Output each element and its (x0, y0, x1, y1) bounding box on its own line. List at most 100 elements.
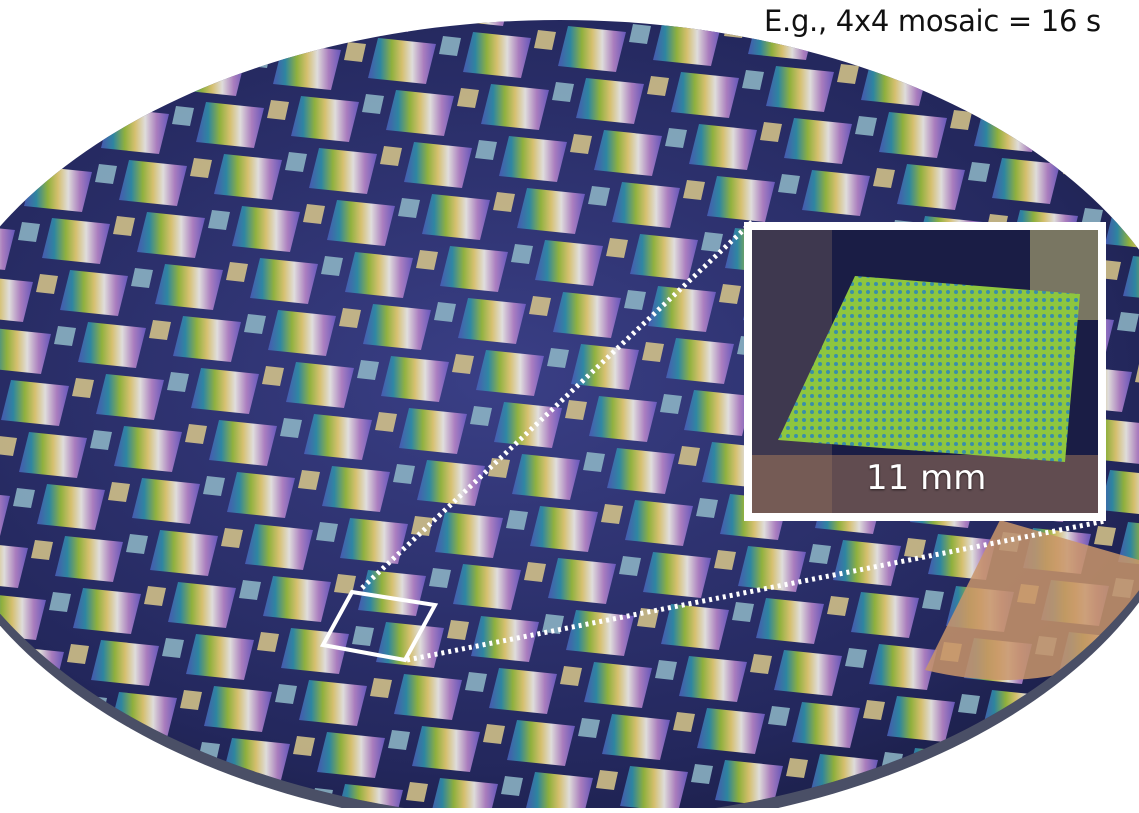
die (571, 344, 639, 390)
test-die (855, 116, 877, 136)
die (802, 170, 870, 216)
die (956, 54, 1024, 100)
die (1000, 742, 1068, 788)
test-die (226, 262, 248, 282)
die (345, 252, 413, 298)
die (612, 182, 680, 228)
test-die (873, 168, 895, 188)
die (697, 708, 765, 754)
die (625, 500, 693, 546)
test-die (416, 250, 438, 270)
die (0, 328, 51, 374)
die (661, 604, 729, 650)
die (0, 20, 38, 56)
test-die (185, 424, 207, 444)
die (255, 20, 323, 38)
test-die (380, 146, 402, 166)
die (530, 506, 598, 552)
die (78, 322, 146, 368)
test-die (267, 100, 289, 120)
die (386, 90, 454, 136)
die (607, 448, 675, 494)
test-die (583, 452, 605, 472)
test-die (665, 128, 687, 148)
die (512, 454, 580, 500)
die (1128, 20, 1139, 36)
test-die (701, 232, 723, 252)
die (50, 802, 118, 813)
test-die (126, 534, 148, 554)
die (286, 362, 354, 408)
die (101, 108, 169, 154)
test-die (560, 666, 582, 686)
test-die (976, 746, 998, 766)
die (145, 796, 213, 813)
die (566, 610, 634, 656)
test-die (465, 672, 487, 692)
test-die (180, 690, 202, 710)
die (404, 142, 472, 188)
test-die (760, 122, 782, 142)
inset-chip (778, 276, 1080, 462)
test-die (660, 394, 682, 414)
test-die (18, 222, 40, 242)
die (517, 188, 585, 234)
test-die (411, 516, 433, 536)
die (476, 350, 544, 396)
test-die (501, 776, 523, 796)
die (974, 106, 1042, 152)
die (499, 136, 567, 182)
die (540, 0, 608, 20)
test-die (809, 544, 831, 564)
test-die (103, 748, 125, 768)
die (417, 460, 485, 506)
test-die (393, 464, 415, 484)
test-die (59, 60, 81, 80)
test-die (1063, 156, 1085, 176)
test-die (547, 348, 569, 368)
test-die (362, 94, 384, 114)
test-die (619, 556, 641, 576)
test-die (421, 0, 443, 4)
die (173, 316, 241, 362)
test-die (673, 712, 695, 732)
test-die (13, 488, 35, 508)
test-die (1122, 46, 1139, 66)
die (648, 286, 716, 332)
test-die (601, 504, 623, 524)
die (784, 118, 852, 164)
die (535, 240, 603, 286)
test-die (108, 482, 130, 502)
die (1087, 152, 1139, 198)
die (137, 212, 205, 258)
die (1100, 470, 1139, 516)
test-die (0, 436, 17, 456)
die (630, 234, 698, 280)
die (992, 158, 1060, 204)
test-die (1027, 52, 1049, 72)
die (766, 66, 834, 112)
test-die (275, 684, 297, 704)
test-die (588, 186, 610, 206)
test-die (434, 302, 456, 322)
test-die (113, 216, 135, 236)
die (679, 656, 747, 702)
test-die (958, 694, 980, 714)
die (37, 484, 105, 530)
die (73, 588, 141, 634)
die (132, 478, 200, 524)
test-die (303, 204, 325, 224)
die (309, 148, 377, 194)
die (774, 650, 842, 696)
die (363, 304, 431, 350)
die (55, 536, 123, 582)
test-die (1117, 312, 1139, 332)
test-die (244, 314, 266, 334)
die (394, 674, 462, 720)
test-die (493, 192, 515, 212)
die (558, 26, 626, 72)
test-die (149, 320, 171, 340)
test-die (714, 550, 736, 570)
die (204, 686, 272, 732)
test-die (534, 30, 556, 50)
